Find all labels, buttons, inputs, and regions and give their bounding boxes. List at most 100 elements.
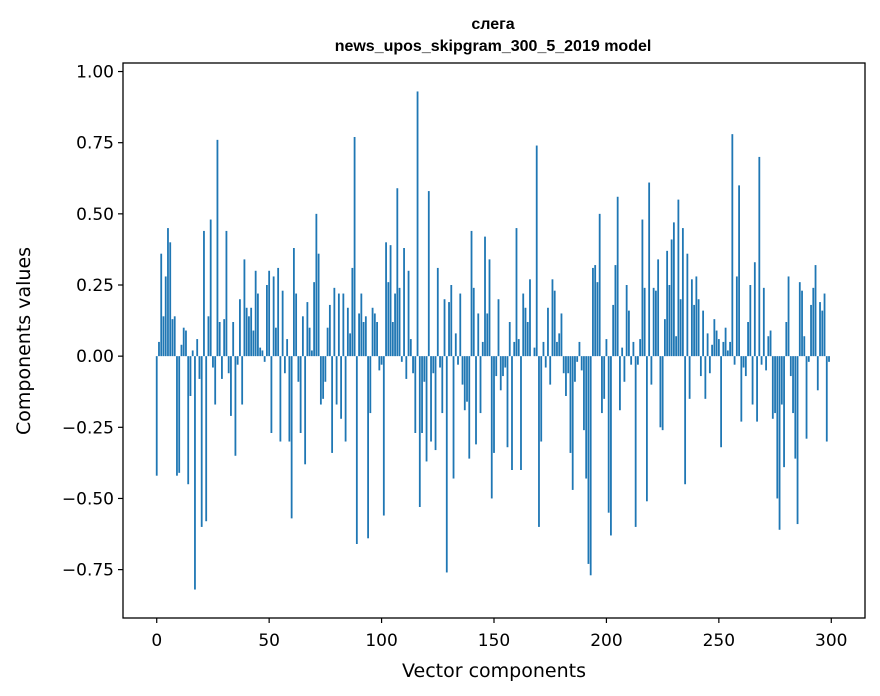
- bar: [569, 356, 572, 453]
- bar: [704, 356, 707, 399]
- bar: [592, 267, 594, 357]
- bar: [598, 213, 601, 357]
- y-tick-label: −0.25: [62, 418, 114, 438]
- bar: [427, 191, 430, 357]
- bar: [663, 319, 666, 357]
- bar: [346, 307, 349, 357]
- bar: [245, 307, 248, 357]
- bar: [367, 356, 369, 539]
- bar: [457, 356, 459, 365]
- bar: [203, 230, 205, 357]
- bar: [466, 356, 468, 402]
- bar: [425, 356, 428, 462]
- bar: [758, 156, 761, 357]
- bar: [672, 222, 675, 357]
- bar: [697, 299, 700, 357]
- bar: [787, 276, 790, 357]
- bar: [333, 287, 336, 357]
- bar: [720, 356, 722, 448]
- bar: [616, 196, 619, 357]
- bar: [798, 282, 801, 357]
- bar: [299, 356, 302, 433]
- bar: [488, 259, 491, 357]
- bar: [641, 219, 644, 357]
- bar: [288, 356, 291, 442]
- bar: [405, 356, 408, 379]
- bar: [358, 313, 360, 357]
- bar: [252, 330, 255, 357]
- bar: [810, 304, 812, 357]
- bar: [169, 242, 172, 357]
- bar: [717, 339, 720, 357]
- bar: [414, 356, 417, 433]
- bar: [162, 316, 165, 357]
- bar: [423, 356, 426, 382]
- bar: [596, 282, 599, 357]
- bar: [317, 253, 320, 357]
- bar: [295, 293, 298, 357]
- bar: [277, 267, 280, 357]
- bar: [724, 327, 727, 357]
- bar: [574, 356, 576, 382]
- y-tick-label: 0.00: [76, 347, 114, 367]
- bar: [547, 307, 549, 357]
- bar: [301, 316, 304, 357]
- bar: [319, 356, 322, 405]
- bar: [533, 347, 536, 357]
- bar: [578, 341, 581, 357]
- y-tick-label: 0.25: [76, 276, 114, 296]
- bar: [567, 356, 570, 374]
- bar: [360, 293, 363, 357]
- bar: [751, 356, 754, 405]
- bar: [785, 322, 788, 357]
- bar: [823, 293, 826, 357]
- bar: [412, 356, 414, 374]
- bar: [699, 356, 702, 377]
- bar: [160, 253, 163, 357]
- bar: [738, 185, 740, 357]
- bar: [475, 356, 477, 445]
- bar: [538, 356, 540, 527]
- bar: [362, 322, 365, 357]
- bar: [639, 339, 642, 357]
- bar: [450, 285, 453, 357]
- bar: [819, 302, 821, 357]
- bar: [286, 339, 289, 357]
- bar: [670, 239, 673, 357]
- x-tick-label: 150: [478, 631, 510, 651]
- bar: [409, 339, 412, 357]
- x-tick-label: 50: [258, 631, 280, 651]
- bar: [731, 134, 734, 357]
- bar: [416, 91, 419, 357]
- bar-series: [155, 91, 830, 590]
- bar: [335, 356, 338, 405]
- bar: [326, 327, 329, 357]
- bar: [398, 287, 401, 357]
- bar: [628, 310, 630, 357]
- bar: [297, 356, 300, 382]
- bar: [421, 356, 423, 433]
- bar: [459, 293, 462, 357]
- bar: [749, 285, 752, 357]
- bar: [279, 356, 282, 442]
- bar: [331, 356, 334, 453]
- bar: [376, 322, 378, 357]
- bar: [490, 356, 493, 499]
- bar: [216, 139, 219, 357]
- x-tick-label: 100: [365, 631, 397, 651]
- bar: [583, 356, 585, 431]
- bar: [650, 356, 653, 385]
- bar: [236, 356, 239, 365]
- bar: [454, 333, 457, 357]
- bar: [292, 248, 295, 357]
- bar: [821, 310, 824, 357]
- bar: [234, 356, 237, 456]
- bar: [448, 302, 450, 357]
- bar: [436, 267, 439, 357]
- bar: [769, 330, 772, 357]
- bar: [351, 267, 354, 357]
- bar: [522, 293, 525, 357]
- bar: [481, 341, 484, 357]
- bar: [526, 322, 529, 357]
- bar: [587, 356, 590, 564]
